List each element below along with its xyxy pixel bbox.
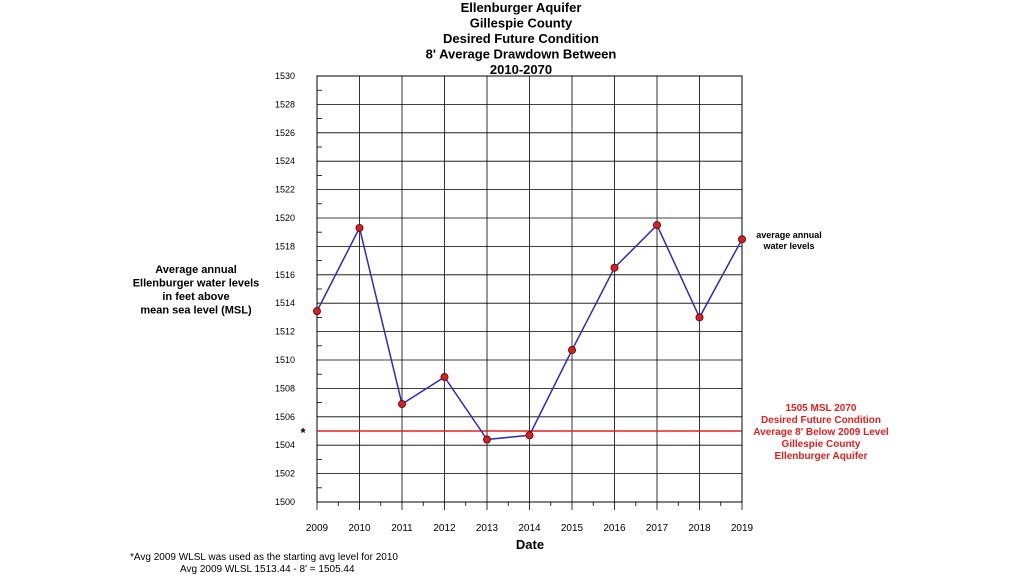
data-point — [355, 223, 364, 232]
y-tick-label: 1504 — [275, 440, 295, 450]
y-tick-label: 1520 — [275, 213, 295, 223]
data-point — [397, 400, 406, 409]
data-point — [653, 221, 662, 230]
y-tick-label: 1502 — [275, 469, 295, 479]
x-tick-label: 2011 — [391, 523, 413, 534]
series-average-annual-water-levels — [312, 221, 747, 444]
y-tick-label: 1500 — [275, 497, 295, 507]
title-line: 8' Average Drawdown Between — [426, 47, 617, 62]
y-axis-label-line: in feet above — [162, 291, 229, 303]
x-tick-label: 2013 — [476, 523, 499, 534]
x-tick-label: 2019 — [731, 523, 754, 534]
y-axis-ticks: 1500 1502 1504 1506 1508 1510 1512 1514 1516 1518… — [275, 71, 295, 507]
x-tick-label: 2014 — [518, 523, 541, 534]
data-point — [482, 435, 491, 444]
grid — [316, 75, 743, 510]
y-tick-label: 1526 — [275, 128, 295, 138]
data-point — [738, 235, 747, 244]
data-point — [610, 263, 619, 272]
y-tick-label: 1528 — [275, 99, 295, 109]
reference-asterisk: * — [300, 425, 306, 440]
y-tick-label: 1530 — [275, 71, 295, 81]
title-line: 2010-2070 — [490, 62, 552, 77]
x-axis-ticks: 2009 2010 2011 2012 2013 2014 2015 2016 2017 2018… — [306, 523, 754, 534]
x-tick-label: 2015 — [561, 523, 584, 534]
series-label-line: water levels — [762, 241, 814, 251]
y-tick-label: 1524 — [275, 156, 295, 166]
y-tick-label: 1514 — [275, 298, 295, 308]
y-tick-label: 1506 — [275, 412, 295, 422]
x-tick-label: 2010 — [348, 523, 371, 534]
reference-line: * — [300, 425, 742, 440]
y-axis-label: Average annual Ellenburger water levelsin… — [133, 264, 260, 317]
y-tick-label: 1518 — [275, 241, 295, 251]
reference-label-line: Desired Future Condition — [761, 415, 881, 426]
x-tick-label: 2017 — [646, 523, 669, 534]
x-tick-label: 2009 — [306, 523, 329, 534]
y-axis-label-line: Ellenburger water levels — [133, 278, 260, 290]
x-tick-label: 2016 — [603, 523, 626, 534]
data-point — [440, 373, 449, 382]
y-tick-label: 1508 — [275, 383, 295, 393]
y-tick-label: 1512 — [275, 327, 295, 337]
series-label-line: average annual — [756, 230, 822, 240]
title-line: Ellenburger Aquifer — [461, 0, 582, 15]
reference-label-line: Ellenburger Aquifer — [775, 451, 868, 462]
footnote-line: *Avg 2009 WLSL was used as the starting … — [130, 552, 398, 563]
reference-label-line: Average 8' Below 2009 Level — [753, 427, 889, 438]
data-point — [568, 346, 577, 355]
x-axis-label: Date — [516, 537, 544, 552]
y-tick-label: 1516 — [275, 270, 295, 280]
title-line: Gillespie County — [470, 16, 573, 31]
x-tick-label: 2012 — [433, 523, 456, 534]
footnote-line: Avg 2009 WLSL 1513.44 - 8' = 1505.44 — [180, 564, 355, 575]
y-tick-label: 1522 — [275, 185, 295, 195]
data-point — [695, 313, 704, 322]
title-line: Desired Future Condition — [443, 31, 599, 46]
y-axis-label-line: Average annual — [155, 264, 237, 276]
y-tick-label: 1510 — [275, 355, 295, 365]
reference-label-line: Gillespie County — [782, 439, 861, 450]
y-axis-label-line: mean sea level (MSL) — [140, 305, 252, 317]
data-point — [312, 307, 321, 316]
x-tick-label: 2018 — [688, 523, 711, 534]
footnote: *Avg 2009 WLSL was used as the starting … — [130, 552, 398, 575]
reference-label-line: 1505 MSL 2070 — [786, 403, 857, 414]
data-point — [525, 431, 534, 440]
